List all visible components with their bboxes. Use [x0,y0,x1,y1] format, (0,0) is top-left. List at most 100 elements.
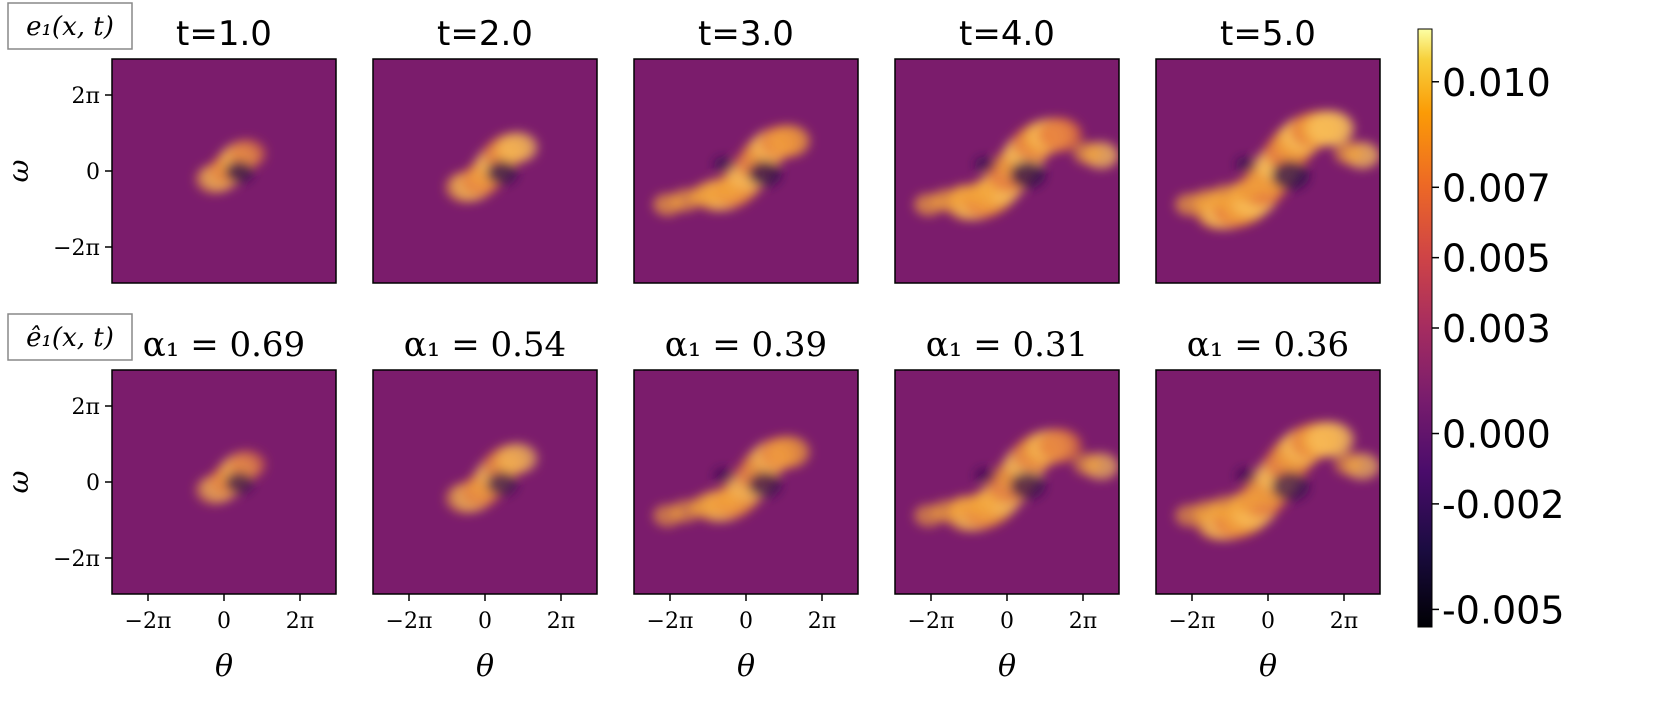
heatmap-blob [1235,467,1256,484]
heatmap-blob [706,490,736,514]
y-tick-label: 0 [86,160,100,185]
heatmap-panel: α₁ = 0.31 −2π 0 2π θ [894,325,1120,684]
heatmap-blob [768,124,810,158]
colorbar: 0.010 0.007 0.005 0.003 0.000 -0.002 -0.005 [1417,28,1565,632]
heatmap-blob [1037,117,1082,152]
heatmap-blob [486,471,518,496]
heatmap-blob [748,160,782,187]
x-tick-label: 0 [1000,609,1014,634]
colorbar-tick-label: 0.007 [1442,166,1551,210]
panel-title: α₁ = 0.31 [926,325,1088,365]
heatmap-blob [974,156,995,173]
y-tick-label: 2π [72,395,100,420]
x-axis-label: θ [998,649,1016,684]
x-tick-label: 0 [217,609,231,634]
heatmap-field [653,124,810,216]
panel-title: α₁ = 0.69 [143,325,305,365]
heatmap-blob [498,443,538,474]
x-tick-label: 0 [478,609,492,634]
panel-frame [1155,58,1381,284]
heatmap-blob [498,132,538,163]
x-tick-label: 2π [547,609,575,634]
heatmap-panel: α₁ = 0.36 −2π 0 2π θ [1155,325,1381,684]
heatmap-blob [1271,160,1310,191]
heatmap-field [195,450,266,505]
heatmap-blob [1228,179,1258,203]
heatmap-panel: t=2.0 [372,14,598,284]
heatmap-blob [1334,141,1364,165]
heatmap-blob [1307,421,1355,458]
x-tick-label: −2π [908,609,955,634]
heatmap-field [1175,421,1380,541]
x-axis-label: θ [476,649,494,684]
x-tick-label: 0 [739,609,753,634]
heatmap-field [445,443,538,514]
heatmap-field [195,139,266,194]
heatmap-field [653,435,810,527]
x-tick-label: 2π [1330,609,1358,634]
heatmap-blob [1235,156,1256,173]
heatmap-field [914,117,1119,221]
heatmap-blob [228,450,266,479]
heatmap-blob [228,139,266,168]
x-tick-label: −2π [125,609,172,634]
y-axis-label: ω [2,470,35,493]
panel-frame [894,58,1120,284]
y-tick-label: 0 [86,471,100,496]
colorbar-gradient [1417,28,1433,628]
x-axis-label: θ [737,649,755,684]
panel-frame [372,58,598,284]
panel-title: α₁ = 0.36 [1187,325,1349,365]
x-tick-label: −2π [1169,609,1216,634]
heatmap-field [445,132,538,203]
colorbar-tick-label: -0.002 [1442,483,1565,527]
heatmap-blob [224,160,254,183]
panel-title: t=1.0 [176,14,272,54]
heatmap-blob [1037,428,1082,463]
heatmap-blob [1073,452,1103,476]
panel-title: α₁ = 0.54 [404,325,566,365]
heatmap-blob [713,467,734,484]
row-label: e₁(x, t) [7,2,133,50]
heatmap-blob [1334,452,1364,476]
panel-title: t=3.0 [698,14,794,54]
panel-title: t=5.0 [1220,14,1316,54]
y-tick-label: 2π [72,84,100,109]
x-tick-label: 0 [1261,609,1275,634]
heatmap-blob [713,156,734,173]
x-axis-label: θ [215,649,233,684]
row-label: ê₁(x, t) [7,313,133,361]
colorbar-tick-label: 0.010 [1442,61,1551,105]
heatmap-blob [967,490,997,514]
heatmap-panel: t=5.0 [1155,14,1381,284]
heatmap-field [914,428,1119,532]
heatmap-blob [1228,490,1258,514]
heatmap-panel: t=4.0 [894,14,1120,284]
x-tick-label: 2π [286,609,314,634]
panel-title: α₁ = 0.39 [665,325,827,365]
row-label-box [7,2,133,50]
colorbar-tick-label: 0.005 [1442,237,1551,281]
heatmap-panel: t=1.0 2π 0 −2π [53,14,337,284]
panel-title: t=2.0 [437,14,533,54]
heatmap-blob [1271,471,1310,502]
panel-frame [633,58,859,284]
colorbar-tick-label: -0.005 [1442,588,1565,632]
heatmap-panel: α₁ = 0.39 −2π 0 2π θ [633,325,859,684]
heatmap-blob [768,435,810,469]
row-label-box [7,313,133,361]
heatmap-blob [1009,160,1046,189]
row-label-text: ê₁(x, t) [26,323,114,353]
heatmap-blob [1009,471,1046,500]
y-tick-label: −2π [53,547,100,572]
heatmap-blob [974,467,995,484]
colorbar-tick-label: 0.003 [1442,307,1551,351]
heatmap-field [1175,110,1380,230]
heatmap-blob [1073,141,1103,165]
heatmap-panel: α₁ = 0.69 2π 0 −2π −2π 0 2π θ [53,325,337,684]
row-label-text: e₁(x, t) [26,12,114,42]
heatmap-panel: t=3.0 [633,14,859,284]
panels-layer: e₁(x, t) ω t=1.0 2π 0 −2π t=2.0 t=3.0 t=4.0 t=5.0… [2,2,1381,684]
panel-title: t=4.0 [959,14,1055,54]
heatmap-blob [224,471,254,494]
